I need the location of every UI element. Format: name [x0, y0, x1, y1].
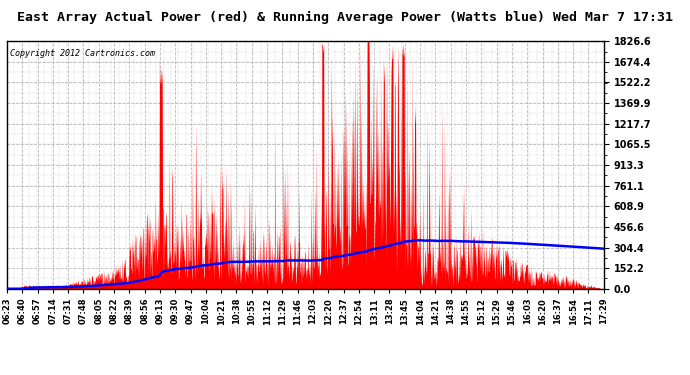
Text: East Array Actual Power (red) & Running Average Power (Watts blue) Wed Mar 7 17:: East Array Actual Power (red) & Running … — [17, 11, 673, 24]
Text: Copyright 2012 Cartronics.com: Copyright 2012 Cartronics.com — [10, 49, 155, 58]
